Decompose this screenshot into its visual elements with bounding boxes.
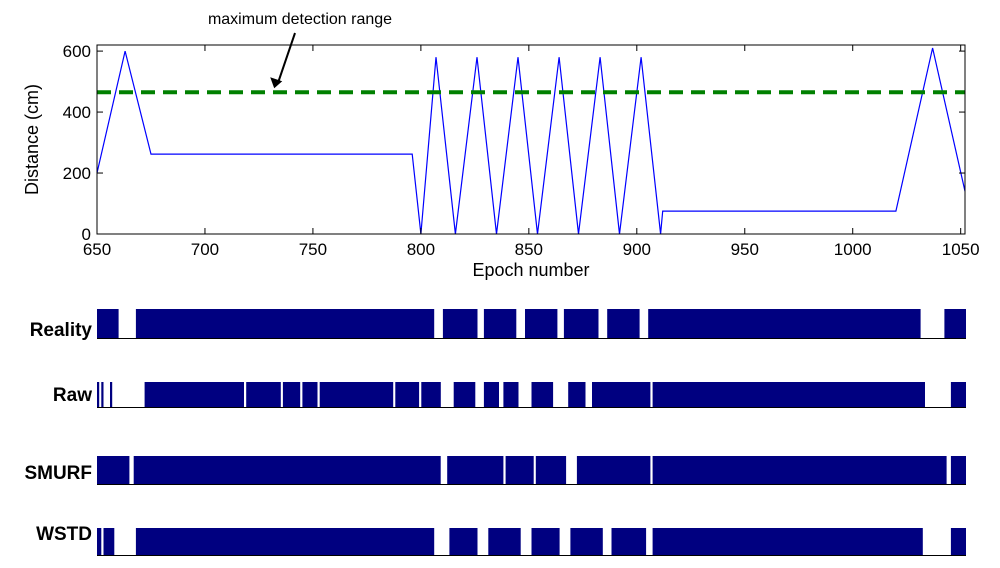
track-segment [944, 309, 966, 338]
x-tick-label: 750 [299, 240, 327, 259]
track-segment [531, 382, 554, 407]
track-segment [447, 456, 504, 484]
track-segment [503, 382, 519, 407]
track-segment [950, 382, 966, 407]
track-segment [563, 309, 599, 338]
x-tick-label: 1050 [942, 240, 980, 259]
track-segment [97, 528, 102, 555]
x-tick-label: 700 [191, 240, 219, 259]
annotation-arrowhead [270, 77, 283, 89]
track-segment [652, 382, 925, 407]
x-tick-label: 650 [83, 240, 111, 259]
track-segment [97, 309, 119, 338]
track-segment [103, 528, 115, 555]
track-segment [652, 456, 947, 484]
track-segment [483, 309, 517, 338]
track-segment [133, 456, 441, 484]
track-segment [568, 382, 586, 407]
track-segment [246, 382, 281, 407]
track-segment [570, 528, 603, 555]
track-raw: Raw [53, 382, 966, 408]
track-segment [483, 382, 499, 407]
track-segment [101, 382, 104, 407]
track-label: SMURF [24, 463, 92, 484]
x-tick-label: 850 [515, 240, 543, 259]
track-segment [319, 382, 394, 407]
track-wstd: WSTD [36, 524, 966, 556]
track-segment [950, 456, 966, 484]
track-segment [135, 309, 435, 338]
track-segment [421, 382, 441, 407]
track-segment [453, 382, 476, 407]
series-line-0 [96, 47, 966, 235]
x-axis-title: Epoch number [472, 260, 589, 280]
y-axis-title: Distance (cm) [22, 84, 42, 195]
annotation-text: maximum detection range [208, 11, 392, 28]
x-tick-label: 800 [407, 240, 435, 259]
track-segment [442, 309, 478, 338]
y-tick-label: 600 [63, 42, 91, 61]
annotation-arrow-shaft [277, 32, 296, 83]
distance-plot: 650 700 750 800 850 900 950 1000 1050 0 200 400 600 E… [22, 11, 980, 280]
track-segment [607, 309, 640, 338]
track-segment [97, 456, 130, 484]
track-segment [576, 456, 651, 484]
plot-frame [96, 44, 966, 235]
y-tick-label: 200 [63, 164, 91, 183]
track-segment [535, 456, 567, 484]
track-segment [525, 309, 558, 338]
track-segment [950, 528, 966, 555]
track-segment [135, 528, 435, 555]
track-segment [97, 382, 100, 407]
track-segment [488, 528, 521, 555]
track-segment [144, 382, 244, 407]
y-tick-label: 0 [82, 225, 91, 244]
detection-tracks: Reality Raw SMURF WSTD [24, 309, 966, 556]
track-smurf: SMURF [24, 456, 966, 485]
track-segment [282, 382, 301, 407]
track-segment [611, 528, 647, 555]
x-tick-label: 950 [731, 240, 759, 259]
track-segment [110, 382, 113, 407]
track-label: WSTD [36, 524, 92, 545]
track-reality: Reality [30, 309, 966, 341]
track-segment [302, 382, 318, 407]
x-tick-label: 1000 [834, 240, 872, 259]
track-segment [648, 309, 921, 338]
track-segment [395, 382, 420, 407]
track-label: Reality [30, 320, 93, 341]
track-segment [505, 456, 534, 484]
track-label: Raw [53, 385, 92, 406]
track-segment [592, 382, 651, 407]
track-segment [449, 528, 478, 555]
x-tick-label: 900 [623, 240, 651, 259]
y-tick-label: 400 [63, 103, 91, 122]
track-segment [531, 528, 560, 555]
track-segment [652, 528, 923, 555]
